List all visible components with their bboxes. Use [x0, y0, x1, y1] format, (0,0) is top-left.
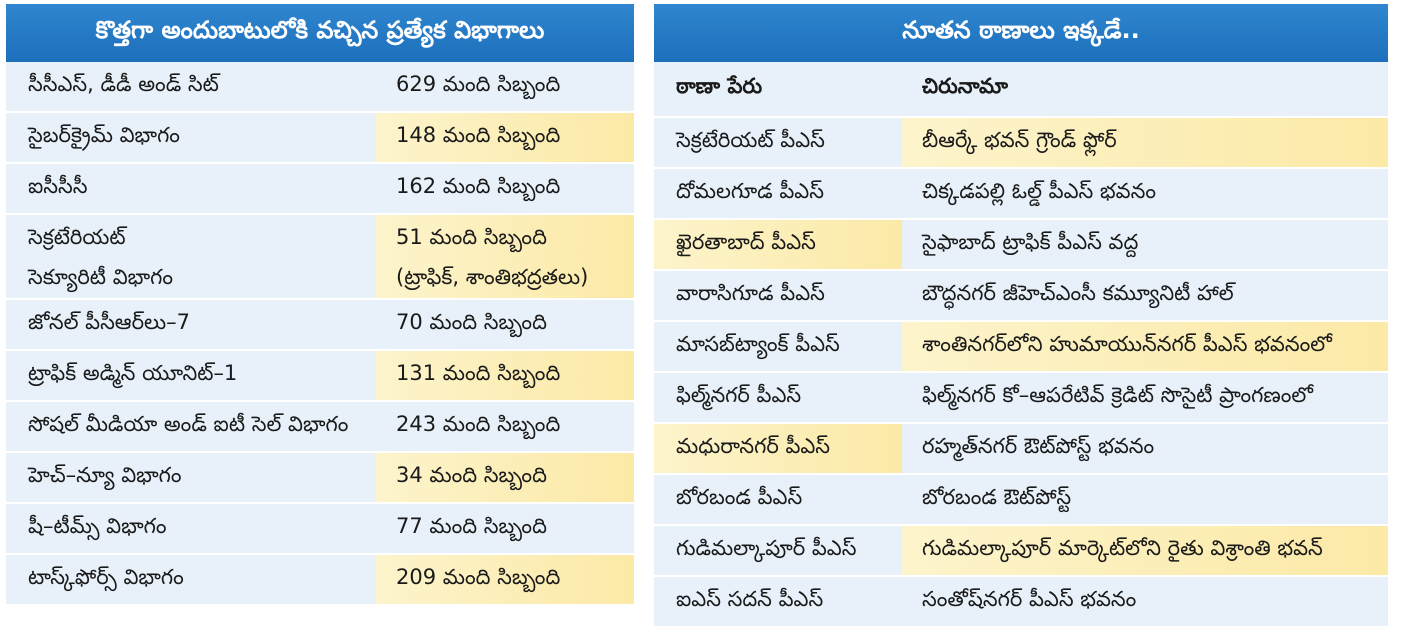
wing-name: టాస్క్‌ఫోర్స్ విభాగం	[28, 564, 184, 589]
station-name: బోరబండ పీఎస్	[676, 484, 803, 509]
wing-staff: 629 మంది సిబ్బంది	[396, 71, 561, 96]
wing-name: షీ–టీమ్స్ విభాగం	[28, 513, 167, 538]
table-row: మధురానగర్ పీఎస్ రహ్మత్‌నగర్ ఔట్‌పోస్ట్ భ…	[654, 424, 1388, 475]
wing-staff-line2: (ట్రాఫిక్, శాంతిభద్రతలు)	[396, 265, 589, 289]
wing-staff: 70 మంది సిబ్బంది	[396, 309, 547, 334]
station-address: సైఫాబాద్ ట్రాఫిక్ పీఎస్ వద్ద	[922, 229, 1139, 254]
wing-name: సెక్రటేరియట్ సెక్యూరిటీ విభాగం	[6, 217, 376, 297]
wing-name: జోనల్ పీసీఆర్‌లు–7	[28, 309, 191, 334]
wing-name-line1: సెక్రటేరియట్	[28, 224, 126, 249]
table-row: మాసబ్‌ట్యాంక్ పీఎస్ శాంతినగర్‌లోని హుమాయ…	[654, 322, 1388, 373]
table-row: సెక్రటేరియట్ సెక్యూరిటీ విభాగం 51 మంది స…	[6, 215, 634, 300]
wing-name: సైబర్‌క్రైమ్ విభాగం	[28, 122, 180, 147]
wing-staff: 51 మంది సిబ్బంది (ట్రాఫిక్, శాంతిభద్రతలు…	[376, 215, 634, 298]
table-row: ఐసీసీసీ 162 మంది సిబ్బంది	[6, 164, 634, 215]
column-header-station: ఠాణా పేరు	[676, 74, 763, 98]
wing-staff: 131 మంది సిబ్బంది	[376, 351, 634, 400]
table-row: టాస్క్‌ఫోర్స్ విభాగం 209 మంది సిబ్బంది	[6, 555, 634, 606]
station-address: శాంతినగర్‌లోని హుమాయున్‌నగర్ పీఎస్ భవనంల…	[902, 322, 1388, 371]
station-address: చిక్కడపల్లి ఓల్డ్ పీఎస్ భవనం	[922, 178, 1156, 203]
table-header-row: ఠాణా పేరు చిరునామా	[654, 62, 1388, 118]
table-row: హెచ్–న్యూ విభాగం 34 మంది సిబ్బంది	[6, 453, 634, 504]
special-wings-rows: సీసీఎస్, డీడీ అండ్ సిట్ 629 మంది సిబ్బంద…	[6, 62, 634, 606]
wing-staff-line1: 51 మంది సిబ్బంది	[396, 225, 547, 249]
wing-staff: 34 మంది సిబ్బంది	[376, 453, 634, 502]
station-name: ఫిల్మ్‌నగర్ పీఎస్	[676, 382, 802, 407]
wing-staff: 243 మంది సిబ్బంది	[396, 411, 561, 436]
station-address: బీఆర్కే భవన్ గ్రౌండ్ ఫ్లోర్	[902, 118, 1388, 167]
special-wings-title: కొత్తగా అందుబాటులోకి వచ్చిన ప్రత్యేక విభ…	[6, 4, 634, 62]
table-row: జోనల్ పీసీఆర్‌లు–7 70 మంది సిబ్బంది	[6, 300, 634, 351]
station-address: సంతోష్‌నగర్ పీఎస్ భవనం	[922, 586, 1137, 611]
table-row: సెక్రటేరియట్ పీఎస్ బీఆర్కే భవన్ గ్రౌండ్ …	[654, 118, 1388, 169]
station-name: గుడిమల్కాపూర్ పీఎస్	[676, 535, 857, 560]
new-stations-rows: ఠాణా పేరు చిరునామా సెక్రటేరియట్ పీఎస్ బీ…	[654, 62, 1388, 628]
new-stations-table: నూతన ఠాణాలు ఇక్కడే.. ఠాణా పేరు చిరునామా …	[654, 4, 1388, 628]
table-row: ట్రాఫిక్ అడ్మిన్ యూనిట్–1 131 మంది సిబ్బ…	[6, 351, 634, 402]
station-name: మధురానగర్ పీఎస్	[654, 424, 902, 473]
station-name: సెక్రటేరియట్ పీఎస్	[676, 127, 825, 152]
station-name: దోమలగూడ పీఎస్	[676, 178, 824, 203]
station-address: బోరబండ ఔట్‌పోస్ట్	[922, 484, 1072, 509]
table-row: ఖైరతాబాద్ పీఎస్ సైఫాబాద్ ట్రాఫిక్ పీఎస్ …	[654, 220, 1388, 271]
wing-name: సోషల్ మీడియా అండ్ ఐటీ సెల్ విభాగం	[28, 411, 349, 436]
table-row: సైబర్‌క్రైమ్ విభాగం 148 మంది సిబ్బంది	[6, 113, 634, 164]
station-address: ఫిల్మ్‌నగర్ కో–ఆపరేటివ్ క్రెడిట్ సొసైటీ …	[922, 382, 1314, 407]
wing-staff: 148 మంది సిబ్బంది	[376, 113, 634, 162]
new-stations-title: నూతన ఠాణాలు ఇక్కడే..	[654, 4, 1388, 62]
station-address: గుడిమల్కాపూర్ మార్కెట్‌లోని రైతు విశ్రాం…	[902, 526, 1388, 575]
wing-name: సీసీఎస్, డీడీ అండ్ సిట్	[28, 71, 219, 96]
wing-staff: 162 మంది సిబ్బంది	[396, 173, 561, 198]
special-wings-table: కొత్తగా అందుబాటులోకి వచ్చిన ప్రత్యేక విభ…	[6, 4, 634, 606]
station-name: మాసబ్‌ట్యాంక్ పీఎస్	[676, 331, 840, 356]
station-name: వారాసిగూడ పీఎస్	[676, 280, 825, 305]
station-name: ఐఎస్ సదన్ పీఎస్	[676, 586, 824, 611]
station-name: ఖైరతాబాద్ పీఎస్	[654, 220, 902, 269]
station-address: బౌద్ధనగర్ జీహెచ్ఎంసీ కమ్యూనిటీ హాల్	[922, 280, 1234, 305]
wing-name-line2: సెక్యూరిటీ విభాగం	[28, 264, 174, 289]
wing-staff: 209 మంది సిబ్బంది	[376, 555, 634, 604]
table-row: బోరబండ పీఎస్ బోరబండ ఔట్‌పోస్ట్	[654, 475, 1388, 526]
wing-name: హెచ్–న్యూ విభాగం	[28, 462, 182, 487]
table-row: దోమలగూడ పీఎస్ చిక్కడపల్లి ఓల్డ్ పీఎస్ భవ…	[654, 169, 1388, 220]
table-row: ఐఎస్ సదన్ పీఎస్ సంతోష్‌నగర్ పీఎస్ భవనం	[654, 577, 1388, 628]
table-row: షీ–టీమ్స్ విభాగం 77 మంది సిబ్బంది	[6, 504, 634, 555]
wing-name: ఐసీసీసీ	[28, 173, 88, 198]
wing-name: ట్రాఫిక్ అడ్మిన్ యూనిట్–1	[28, 360, 238, 385]
wing-staff: 77 మంది సిబ్బంది	[396, 513, 547, 538]
station-address: రహ్మత్‌నగర్ ఔట్‌పోస్ట్ భవనం	[922, 433, 1155, 458]
table-row: సీసీఎస్, డీడీ అండ్ సిట్ 629 మంది సిబ్బంద…	[6, 62, 634, 113]
table-row: వారాసిగూడ పీఎస్ బౌద్ధనగర్ జీహెచ్ఎంసీ కమ్…	[654, 271, 1388, 322]
table-row: సోషల్ మీడియా అండ్ ఐటీ సెల్ విభాగం 243 మం…	[6, 402, 634, 453]
table-row: ఫిల్మ్‌నగర్ పీఎస్ ఫిల్మ్‌నగర్ కో–ఆపరేటివ…	[654, 373, 1388, 424]
column-header-address: చిరునామా	[922, 74, 1008, 98]
table-row: గుడిమల్కాపూర్ పీఎస్ గుడిమల్కాపూర్ మార్కె…	[654, 526, 1388, 577]
